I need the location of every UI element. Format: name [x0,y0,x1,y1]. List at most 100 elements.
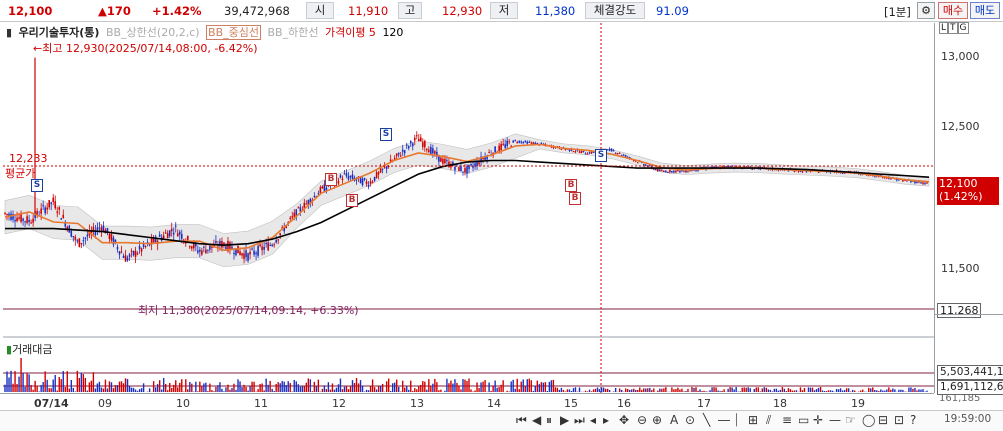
channel-tool-icon[interactable]: ⫽ [766,413,772,427]
volume-bar [862,389,864,392]
scale-badge-g[interactable]: G [957,22,969,34]
scroll-first-icon[interactable]: ⏮ [516,413,527,427]
sell-signal: S [380,128,392,141]
x-tick: 07/14 [34,397,69,410]
rect-tool-icon[interactable]: ▭ [798,413,810,427]
candle-body [373,176,376,181]
candle-body [347,176,350,180]
volume-bar [699,389,701,392]
candle-body [478,162,480,165]
buy-button[interactable]: 매수 [938,2,968,19]
text-tool-icon[interactable]: A [670,413,679,427]
legend-bb-upper[interactable]: BB_상한선(20,2,c) [105,26,200,39]
price-chart[interactable]: ▮ 우리기술투자(통) BB_상한선(20,2,c) BB_중심선 BB_하한선… [3,23,934,393]
candle-body [351,174,354,179]
line-tool-icon[interactable]: ╲ [703,413,711,427]
scale-badge-t[interactable]: T [948,22,958,34]
candle-body [359,176,362,184]
minus-tool-icon[interactable]: — [829,413,841,427]
candle-body [16,217,18,222]
candle-body [841,172,844,174]
current-price: 12,100 [8,4,53,18]
interval-selector[interactable]: [1분] [884,5,911,19]
scroll-left-icon[interactable]: ◀ [532,413,542,427]
volume-bar [620,389,623,392]
volume-bar [361,385,364,392]
legend-ma120[interactable]: 120 [382,26,404,39]
candle-body [219,240,221,246]
crosshair-icon[interactable]: ⊙ [685,413,696,427]
candle-body [916,181,918,183]
volume-bar [472,391,474,392]
candle-body [72,236,75,238]
help-icon[interactable]: ? [910,413,917,427]
candle-body [440,157,442,162]
pause-icon[interactable]: ⏸ [546,413,553,427]
candle-body [614,152,617,154]
candle-body [415,135,418,137]
scroll-last-icon[interactable]: ⏭ [574,413,585,427]
legend-bb-mid[interactable]: BB_중심선 [206,25,261,40]
volume-bar [777,390,780,392]
volume-bar [100,387,103,392]
candle-body [118,251,121,255]
volume-bar [801,390,804,392]
buy-signal: B [346,194,358,207]
volume-bar [747,387,749,392]
zoom-in-icon[interactable]: ⊕ [652,413,663,427]
candle-body [713,166,715,168]
candle-body [178,231,181,235]
volume-bar [402,380,404,392]
fib-tool-icon[interactable]: ≡ [782,413,793,427]
time-axis[interactable]: 07/14 09 10 11 12 13 14 15 16 17 18 19 [0,393,934,410]
candle-body [150,238,153,245]
hline-tool-icon[interactable]: ― [718,413,730,427]
volume-bar [257,389,259,392]
x-tick: 19 [851,397,865,410]
zoom-out-icon[interactable]: ⊖ [637,413,648,427]
vline-tool-icon[interactable]: ⏐ [733,413,740,427]
hand-tool-icon[interactable]: ☞ [845,413,856,427]
volume-bar [30,385,32,392]
candle-body [669,169,671,173]
step-right-icon[interactable]: ▸ [603,413,610,427]
volume-bar [365,389,368,392]
candle-body [578,151,581,153]
circle-tool-icon[interactable]: ◯ [862,413,876,427]
minimize-icon[interactable]: ⊟ [878,413,889,427]
volume-bar [444,390,446,392]
volume-bar [10,370,12,392]
volume-bar [367,390,370,392]
maximize-icon[interactable]: ⊡ [894,413,905,427]
candle-body [466,166,468,174]
sell-button[interactable]: 매도 [970,2,1000,19]
scroll-right-icon[interactable]: ▶ [560,413,570,427]
grid-icon[interactable]: ⊞ [748,413,759,427]
settings-button[interactable]: ⚙ [917,2,935,19]
volume-bar [285,385,287,392]
legend-bb-lower[interactable]: BB_하한선 [267,26,319,39]
indicator-legend: ▮ 우리기술투자(통) BB_상한선(20,2,c) BB_중심선 BB_하한선… [6,24,406,40]
volume-bar [713,387,715,392]
volume-bar [566,389,569,392]
candle-body [8,213,10,216]
candle-body [480,156,482,163]
volume-bar [548,381,551,392]
volume-bar [341,389,344,392]
candle-body [409,140,412,144]
legend-disparity[interactable]: 가격이평 5 [324,26,376,39]
volume-bar [769,389,772,392]
candle-body [729,165,731,168]
candle-body [468,164,470,170]
scale-badge-l[interactable]: L [939,22,949,34]
legend-stock-name[interactable]: 우리기술투자(통) [18,26,100,39]
candle-body [144,246,147,248]
step-left-icon[interactable]: ◂ [590,413,597,427]
pan-icon[interactable]: ✥ [619,413,630,427]
volume-bar [175,380,177,392]
cross-tool-icon[interactable]: ✛ [813,413,824,427]
candle-body [269,244,271,246]
candle-body [687,171,689,173]
volume-bar [313,381,316,392]
